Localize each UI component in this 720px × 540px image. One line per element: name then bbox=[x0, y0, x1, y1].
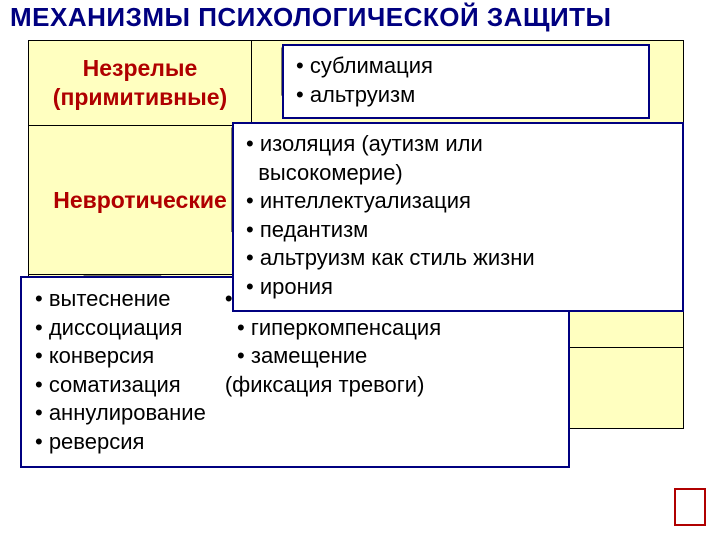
mid-0: • изоляция (аутизм или bbox=[246, 130, 670, 159]
page-title: МЕХАНИЗМЫ ПСИХОЛОГИЧЕСКОЙ ЗАЩИТЫ bbox=[10, 2, 611, 33]
callout-character: • изоляция (аутизм или высокомерие) • ин… bbox=[232, 122, 684, 312]
bot-l3: • соматизация bbox=[35, 371, 206, 400]
bot-r3: • гиперкомпенсация bbox=[225, 314, 441, 343]
mid-1: высокомерие) bbox=[246, 159, 670, 188]
top-1: • альтруизм bbox=[296, 81, 636, 110]
row-label-0: Незрелые(примитивные) bbox=[29, 54, 251, 112]
bot-l2: • конверсия bbox=[35, 342, 206, 371]
bot-l1: • диссоциация bbox=[35, 314, 206, 343]
bot-l4: • аннулирование bbox=[35, 399, 206, 428]
mid-5: • ирония bbox=[246, 273, 670, 302]
bot-l0: • вытеснение bbox=[35, 285, 206, 314]
bot-r5: (фиксация тревоги) bbox=[225, 371, 441, 400]
mid-4: • альтруизм как стиль жизни bbox=[246, 244, 670, 273]
mid-2: • интеллектуализация bbox=[246, 187, 670, 216]
row-label-1: Невротические bbox=[29, 186, 251, 215]
corner-marker-icon bbox=[674, 488, 706, 526]
bot-r4: • замещение bbox=[225, 342, 441, 371]
callout-adaptive: • сублимация • альтруизм bbox=[282, 44, 650, 119]
bot-l5: • реверсия bbox=[35, 428, 206, 457]
top-0: • сублимация bbox=[296, 52, 636, 81]
mid-3: • педантизм bbox=[246, 216, 670, 245]
